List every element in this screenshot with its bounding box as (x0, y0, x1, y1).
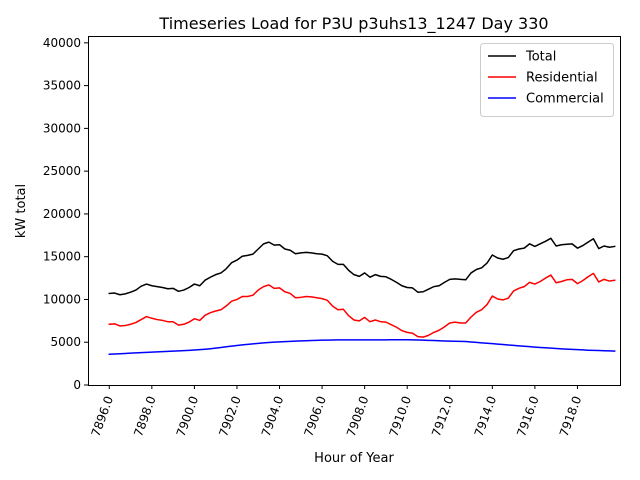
legend-label-residential: Residential (526, 71, 598, 86)
y-tick-label: 35000 (43, 79, 81, 93)
series-line-total (108, 237, 616, 296)
y-tick-label: 0 (73, 378, 81, 392)
data-layer (108, 237, 616, 355)
y-tick-label: 25000 (43, 164, 81, 178)
y-tick-label: 5000 (50, 335, 81, 349)
legend-label-commercial: Commercial (526, 92, 604, 107)
y-tick-label: 20000 (43, 207, 81, 221)
series-line-residential (108, 272, 616, 338)
x-axis-label: Hour of Year (314, 451, 394, 466)
y-axis-label: kW total (14, 184, 29, 238)
legend-label-total: Total (525, 50, 556, 65)
y-tick-label: 10000 (43, 292, 81, 306)
series-line-commercial (108, 339, 616, 355)
y-tick-label: 15000 (43, 250, 81, 264)
y-tick-label: 40000 (43, 36, 81, 50)
y-tick-label: 30000 (43, 121, 81, 135)
chart-title: Timeseries Load for P3U p3uhs13_1247 Day… (158, 14, 548, 34)
legend: Total Residential Commercial (480, 43, 614, 117)
plot-area (88, 36, 621, 386)
